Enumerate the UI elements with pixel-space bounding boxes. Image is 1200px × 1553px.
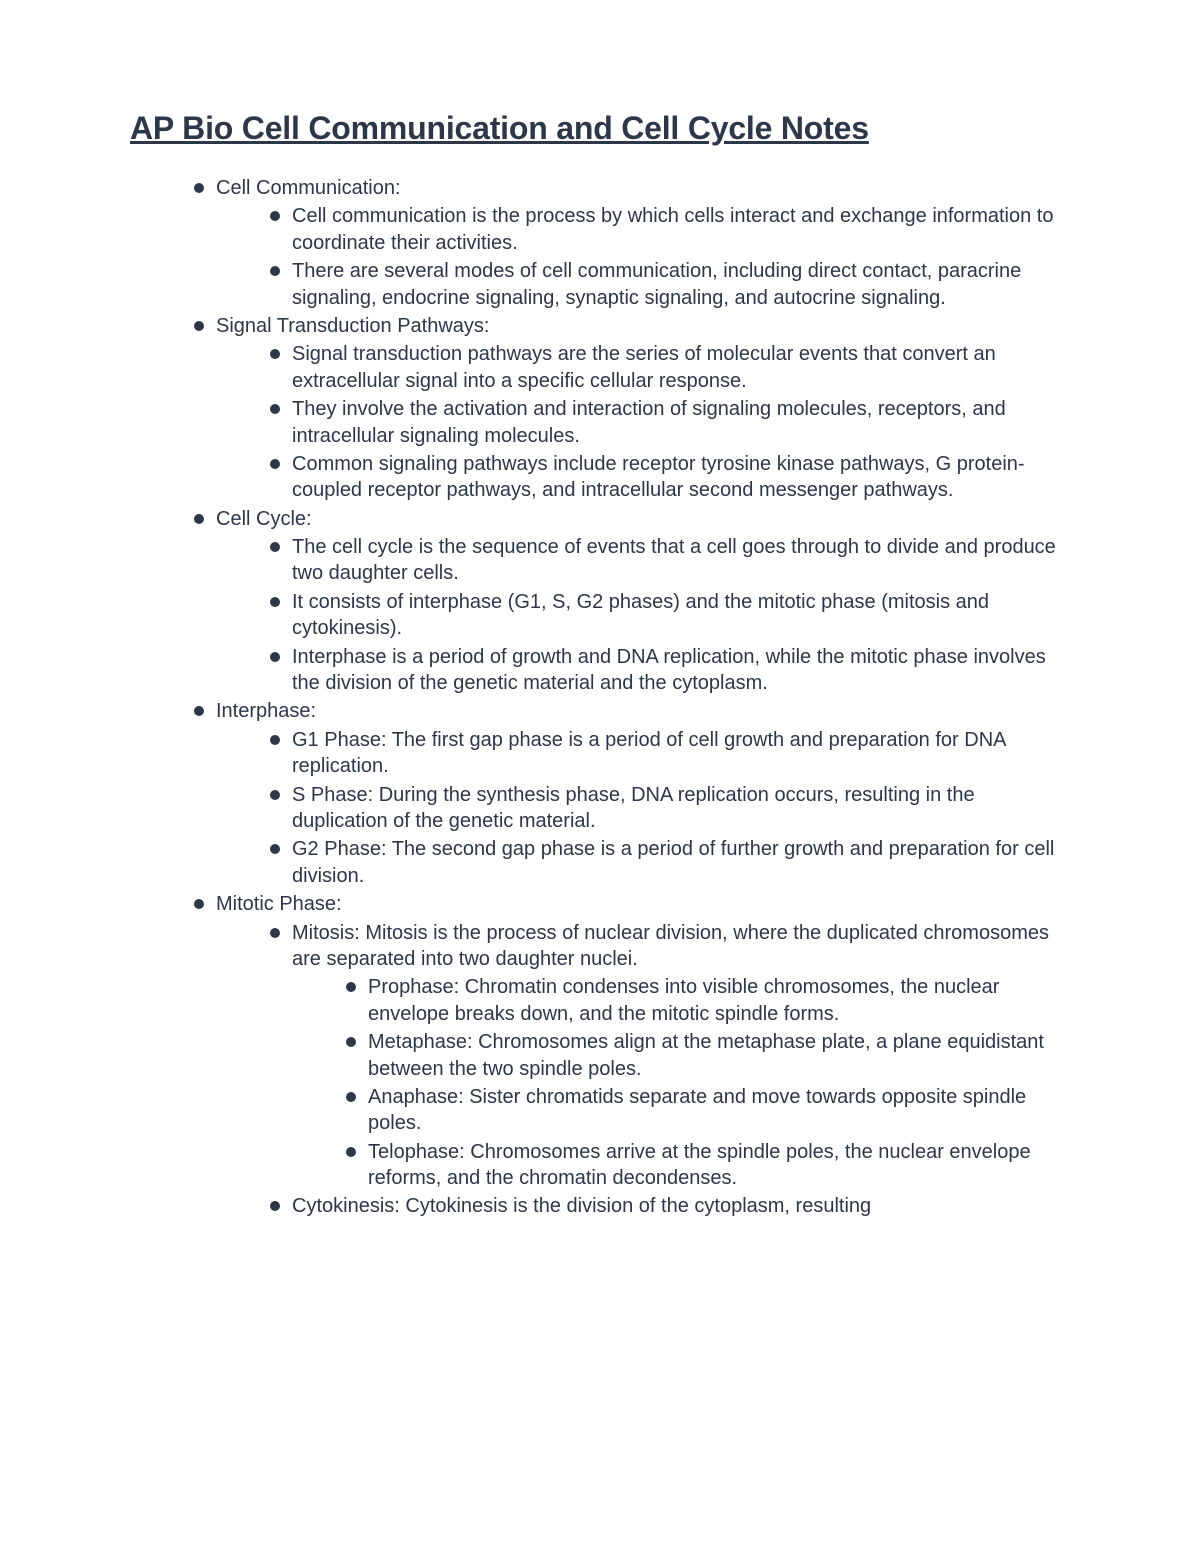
list-item: There are several modes of cell communic… bbox=[270, 258, 1070, 311]
item-text: Cell communication is the process by whi… bbox=[292, 205, 1053, 253]
document-page: AP Bio Cell Communication and Cell Cycle… bbox=[0, 0, 1200, 1553]
section-heading: Interphase: G1 Phase: The first gap phas… bbox=[194, 698, 1070, 889]
list-item: Cell communication is the process by whi… bbox=[270, 203, 1070, 256]
list-item: Signal transduction pathways are the ser… bbox=[270, 341, 1070, 394]
item-text: Anaphase: Sister chromatids separate and… bbox=[368, 1086, 1026, 1134]
list-item: They involve the activation and interact… bbox=[270, 396, 1070, 449]
item-text: It consists of interphase (G1, S, G2 pha… bbox=[292, 591, 989, 639]
section-heading-text: Signal Transduction Pathways: bbox=[216, 315, 490, 337]
section-heading-text: Interphase: bbox=[216, 700, 316, 722]
list-item: Mitosis: Mitosis is the process of nucle… bbox=[270, 920, 1070, 1192]
section-heading: Mitotic Phase: Mitosis: Mitosis is the p… bbox=[194, 891, 1070, 1220]
list-item: Telophase: Chromosomes arrive at the spi… bbox=[346, 1139, 1070, 1192]
item-text: Signal transduction pathways are the ser… bbox=[292, 343, 996, 391]
item-text: G1 Phase: The first gap phase is a perio… bbox=[292, 729, 1005, 777]
list-item: The cell cycle is the sequence of events… bbox=[270, 534, 1070, 587]
item-text: Telophase: Chromosomes arrive at the spi… bbox=[368, 1141, 1031, 1189]
outline-root: Cell Communication: Cell communication i… bbox=[194, 175, 1070, 1220]
section-heading-text: Cell Communication: bbox=[216, 177, 401, 199]
section-items: Cell communication is the process by whi… bbox=[270, 203, 1070, 311]
list-item: Cytokinesis: Cytokinesis is the division… bbox=[270, 1193, 1070, 1219]
section-heading-text: Mitotic Phase: bbox=[216, 893, 342, 915]
section-items: Signal transduction pathways are the ser… bbox=[270, 341, 1070, 503]
item-text: Mitosis: Mitosis is the process of nucle… bbox=[292, 922, 1049, 970]
list-item: Anaphase: Sister chromatids separate and… bbox=[346, 1084, 1070, 1137]
list-item: It consists of interphase (G1, S, G2 pha… bbox=[270, 589, 1070, 642]
section-heading: Signal Transduction Pathways: Signal tra… bbox=[194, 313, 1070, 504]
item-text: Prophase: Chromatin condenses into visib… bbox=[368, 976, 999, 1024]
sub-items: Prophase: Chromatin condenses into visib… bbox=[346, 974, 1070, 1191]
item-text: The cell cycle is the sequence of events… bbox=[292, 536, 1056, 584]
item-text: Metaphase: Chromosomes align at the meta… bbox=[368, 1031, 1044, 1079]
list-item: G1 Phase: The first gap phase is a perio… bbox=[270, 727, 1070, 780]
item-text: Cytokinesis: Cytokinesis is the division… bbox=[292, 1195, 871, 1217]
section-items: Mitosis: Mitosis is the process of nucle… bbox=[270, 920, 1070, 1220]
item-text: There are several modes of cell communic… bbox=[292, 260, 1021, 308]
list-item: Metaphase: Chromosomes align at the meta… bbox=[346, 1029, 1070, 1082]
section-heading: Cell Cycle: The cell cycle is the sequen… bbox=[194, 506, 1070, 697]
item-text: G2 Phase: The second gap phase is a peri… bbox=[292, 838, 1054, 886]
page-title: AP Bio Cell Communication and Cell Cycle… bbox=[130, 110, 1070, 147]
section-heading-text: Cell Cycle: bbox=[216, 508, 312, 530]
list-item: Prophase: Chromatin condenses into visib… bbox=[346, 974, 1070, 1027]
item-text: They involve the activation and interact… bbox=[292, 398, 1006, 446]
list-item: S Phase: During the synthesis phase, DNA… bbox=[270, 782, 1070, 835]
list-item: Interphase is a period of growth and DNA… bbox=[270, 644, 1070, 697]
list-item: Common signaling pathways include recept… bbox=[270, 451, 1070, 504]
item-text: Interphase is a period of growth and DNA… bbox=[292, 646, 1046, 694]
section-items: G1 Phase: The first gap phase is a perio… bbox=[270, 727, 1070, 889]
item-text: S Phase: During the synthesis phase, DNA… bbox=[292, 784, 975, 832]
list-item: G2 Phase: The second gap phase is a peri… bbox=[270, 836, 1070, 889]
item-text: Common signaling pathways include recept… bbox=[292, 453, 1025, 501]
section-items: The cell cycle is the sequence of events… bbox=[270, 534, 1070, 696]
section-heading: Cell Communication: Cell communication i… bbox=[194, 175, 1070, 311]
